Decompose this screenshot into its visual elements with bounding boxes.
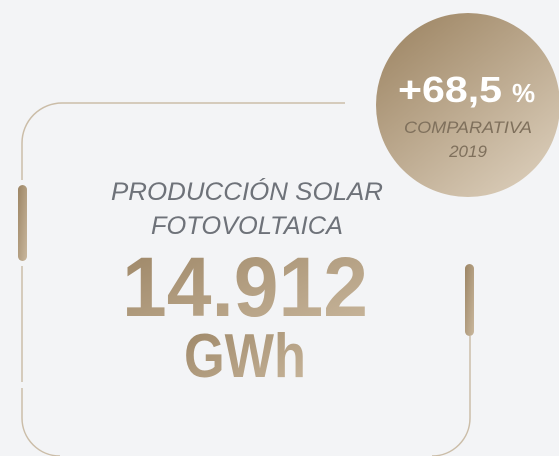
frame bbox=[21, 102, 471, 456]
frame-accent-left bbox=[18, 185, 27, 261]
badge-value: +68,5 bbox=[398, 69, 502, 110]
badge-unit: % bbox=[512, 78, 535, 108]
metric-value: 14.912 bbox=[122, 240, 368, 334]
badge-disc bbox=[376, 13, 559, 197]
frame-accent-right bbox=[465, 264, 474, 336]
badge-year: 2019 bbox=[448, 142, 487, 161]
badge-caption: COMPARATIVA bbox=[404, 118, 532, 137]
metric-label: FOTOVOLTAICA bbox=[151, 212, 343, 240]
metric-label: PRODUCCIÓN SOLAR bbox=[111, 177, 383, 206]
metric-unit: GWh bbox=[184, 322, 306, 391]
